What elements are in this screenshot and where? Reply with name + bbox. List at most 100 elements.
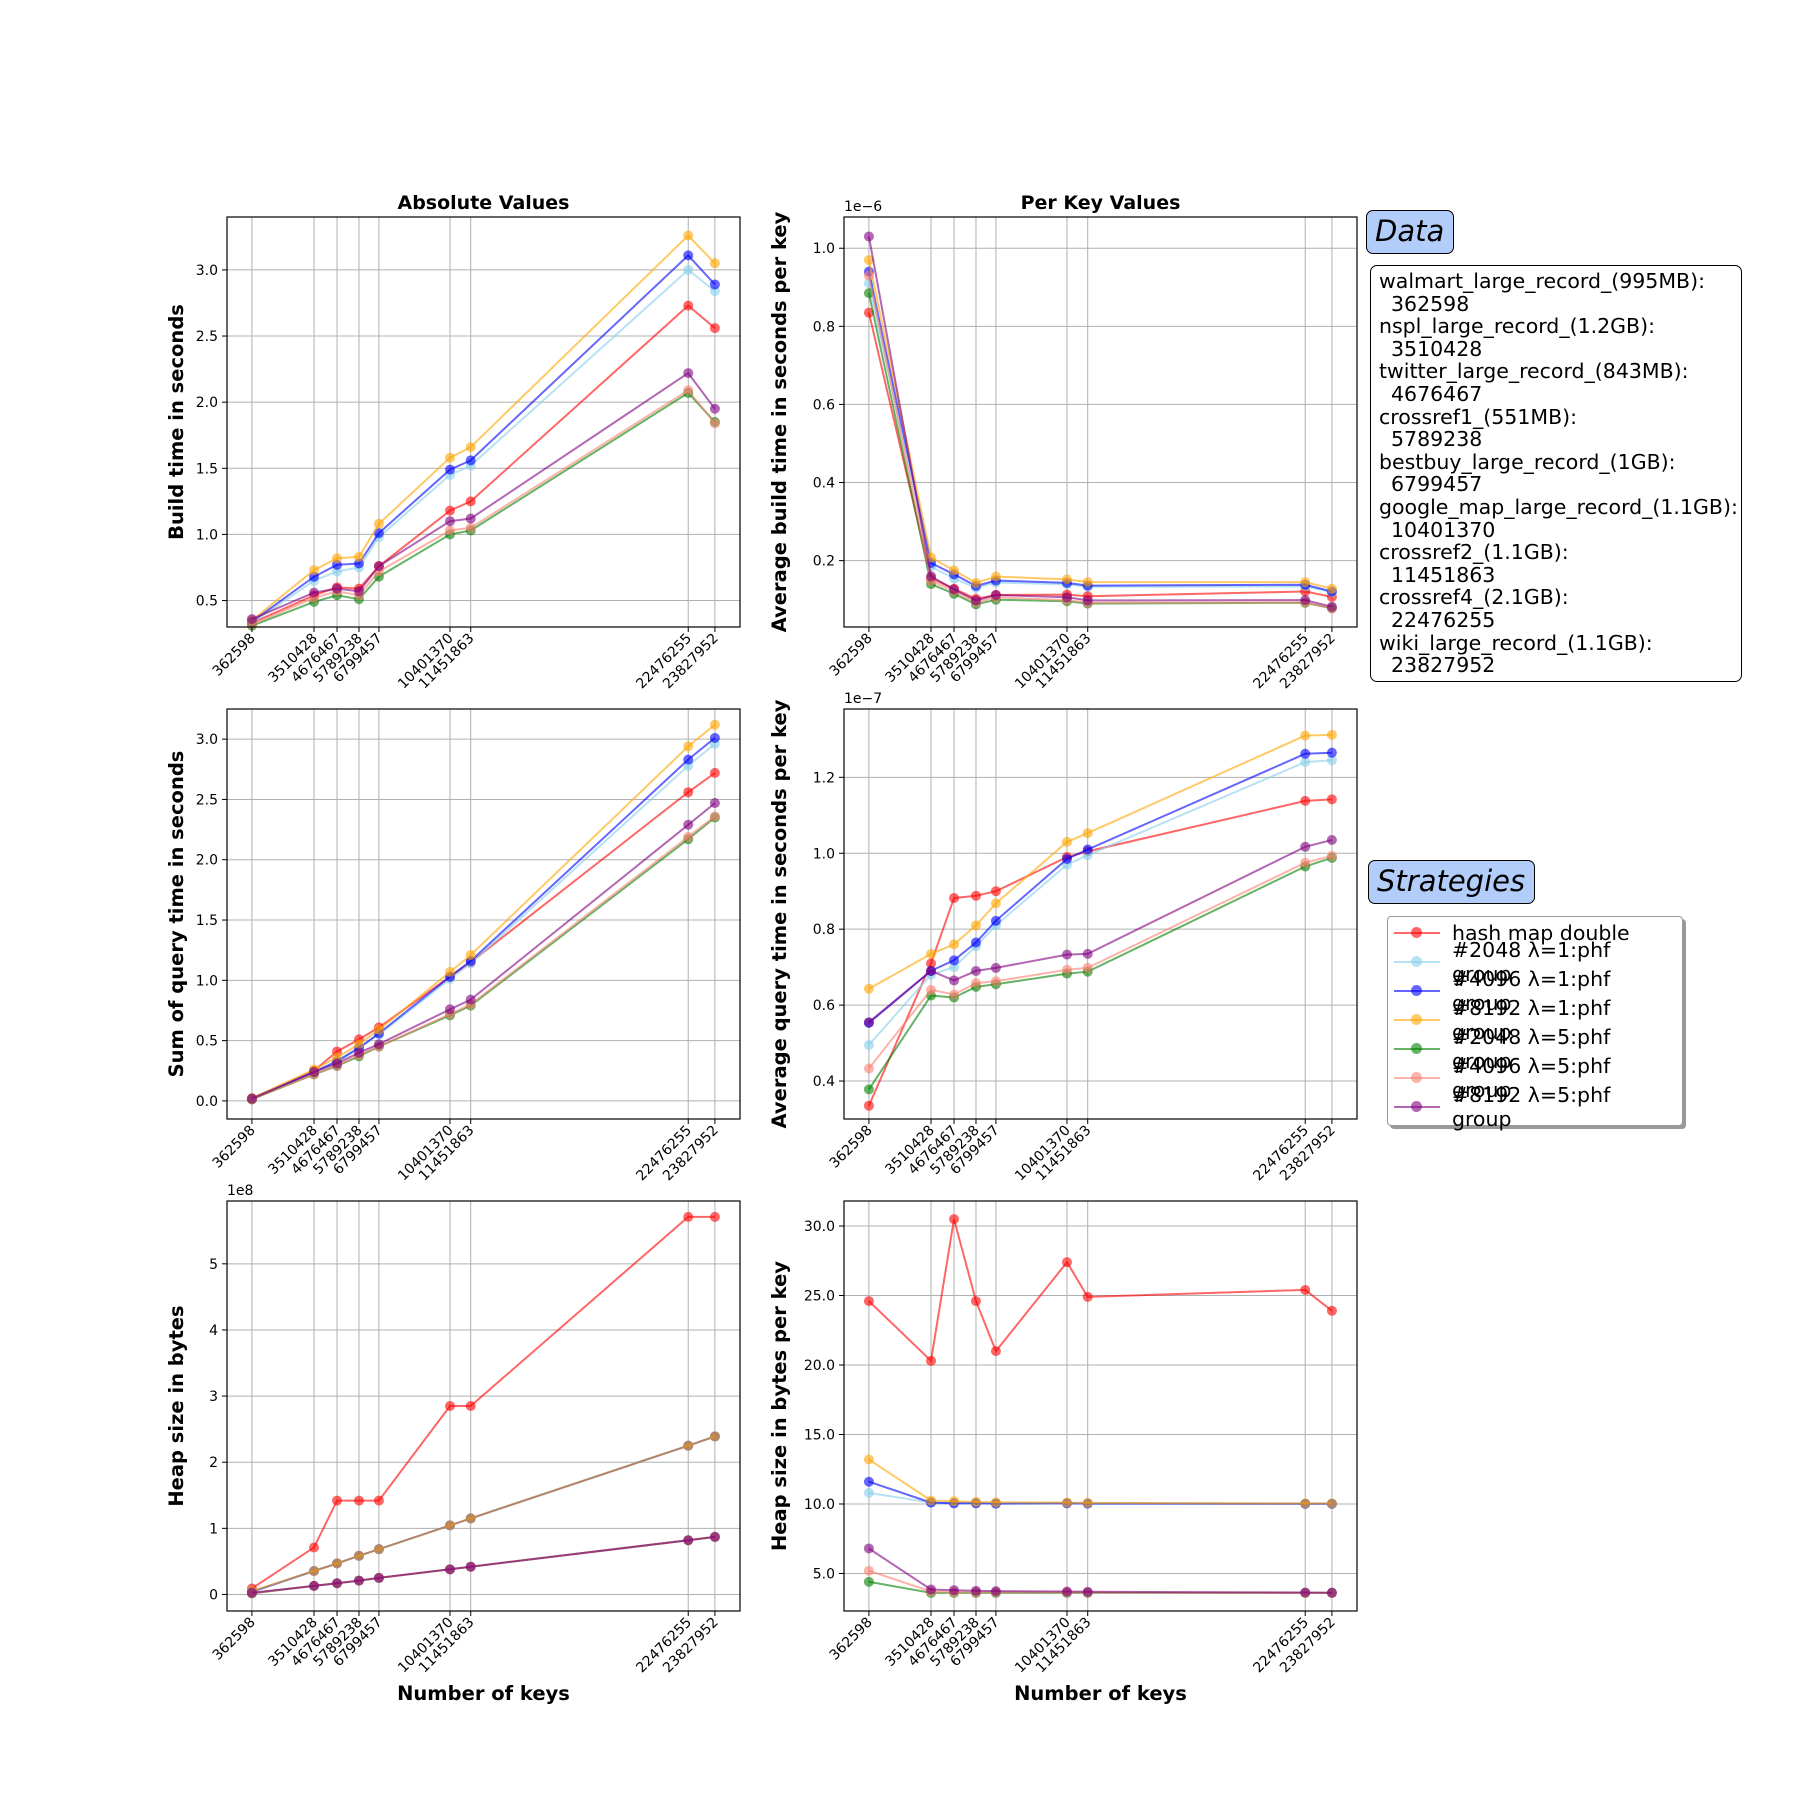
dataset-name: nspl_large_record_(1.2GB): [1379, 314, 1656, 339]
y-tick-label: 3.0 [196, 732, 218, 748]
data-point [444, 966, 455, 977]
legend-label: #2048 λ=5:phf group [1451, 1025, 1611, 1074]
data-point [949, 939, 960, 950]
data-point [444, 505, 455, 516]
series-line [251, 723, 716, 1100]
dataset-keys: 3510428 [1391, 336, 1483, 361]
data-point [683, 819, 694, 830]
data-point [863, 254, 874, 265]
legend-item: #8192 λ=1:phf group [1394, 996, 1676, 1044]
legend-swatch [1394, 1100, 1440, 1114]
data-point [709, 798, 720, 809]
series-line [867, 283, 1333, 594]
data-point [990, 962, 1001, 973]
data-point [246, 1093, 257, 1104]
data-point [990, 915, 1001, 926]
dataset-name: crossref2_(1.1GB): [1379, 540, 1569, 565]
y-tick-label: 4 [209, 1323, 218, 1339]
y-axis-label: Average query time in seconds per key [768, 699, 791, 1128]
data-point [949, 1585, 960, 1596]
legend-label: hash map double [1452, 921, 1630, 946]
axes-frame [843, 216, 1358, 628]
x-axis-label: Number of keys [397, 1682, 570, 1705]
y-offset-label: 1e8 [227, 1183, 253, 1199]
data-point [926, 958, 937, 969]
y-tick-label: 0.4 [813, 1074, 835, 1090]
data-point [465, 442, 476, 453]
data-point [1082, 1586, 1093, 1597]
data-point [1300, 730, 1311, 741]
data-point [863, 270, 874, 281]
y-tick-label: 1.0 [196, 973, 218, 989]
y-axis-label: Heap size in bytes [165, 1305, 188, 1506]
data-point [465, 1513, 476, 1524]
data-point [683, 264, 694, 275]
data-point [465, 496, 476, 507]
data-point [332, 1558, 343, 1569]
y-axis-label: Build time in seconds [165, 304, 188, 540]
data-point [683, 1211, 694, 1222]
data-point [444, 464, 455, 475]
legend-swatch [1394, 1013, 1440, 1027]
series-line [868, 839, 1333, 1023]
data-point [373, 528, 384, 539]
data-point [863, 1543, 874, 1554]
data-point [444, 525, 455, 536]
y-tick-label: 5.0 [813, 1566, 835, 1582]
data-point [683, 787, 694, 798]
dataset-keys: 11451863 [1391, 562, 1496, 587]
y-tick-label: 0.8 [813, 319, 835, 335]
data-point [863, 983, 874, 994]
data-point [990, 1346, 1001, 1357]
data-point [709, 732, 720, 743]
data-point [949, 975, 960, 986]
series-line [251, 743, 716, 1100]
data-point [949, 989, 960, 1000]
data-point [709, 1531, 720, 1542]
dataset-name: crossref1_(551MB): [1379, 404, 1578, 429]
data-point [970, 595, 981, 606]
x-tick-label: 362598 [827, 1123, 876, 1172]
y-tick-label: 0.2 [813, 554, 835, 570]
y-tick-label: 0.8 [813, 922, 835, 938]
x-tick-label: 362598 [827, 631, 876, 680]
series-line [251, 388, 716, 626]
y-tick-label: 3 [209, 1389, 218, 1405]
data-point [970, 1585, 981, 1596]
series-line [867, 798, 1332, 1107]
series-line [251, 737, 716, 1100]
series-line [867, 259, 1333, 590]
data-point [709, 403, 720, 414]
y-tick-label: 20.0 [804, 1358, 835, 1374]
data-point [863, 1487, 874, 1498]
data-point [863, 231, 874, 242]
data-point [246, 1587, 257, 1598]
data-point [1326, 834, 1337, 845]
data-point [709, 811, 720, 822]
axes-frame [843, 1200, 1358, 1612]
data-point [1300, 857, 1311, 868]
data-point [465, 513, 476, 524]
y-tick-label: 0.6 [813, 998, 835, 1014]
data-point [863, 1576, 874, 1587]
series-line [868, 1218, 1333, 1363]
x-tick-label: 362598 [210, 631, 259, 680]
data-point [990, 976, 1001, 987]
data-point [309, 587, 320, 598]
legend-swatch [1394, 926, 1440, 940]
data-point [683, 741, 694, 752]
legend-item: #4096 λ=1:phf group [1394, 967, 1676, 1015]
data-point [1326, 1587, 1337, 1598]
series-line [867, 271, 1333, 593]
series-line [251, 772, 716, 1101]
series-line [867, 236, 1333, 608]
data-point [926, 1495, 937, 1506]
data-point [709, 719, 720, 730]
data-point [1326, 729, 1337, 740]
axes-frame [226, 1200, 741, 1612]
data-point [990, 886, 1001, 897]
data-point [970, 937, 981, 948]
data-point [1300, 577, 1311, 588]
data-point [1326, 1498, 1337, 1509]
